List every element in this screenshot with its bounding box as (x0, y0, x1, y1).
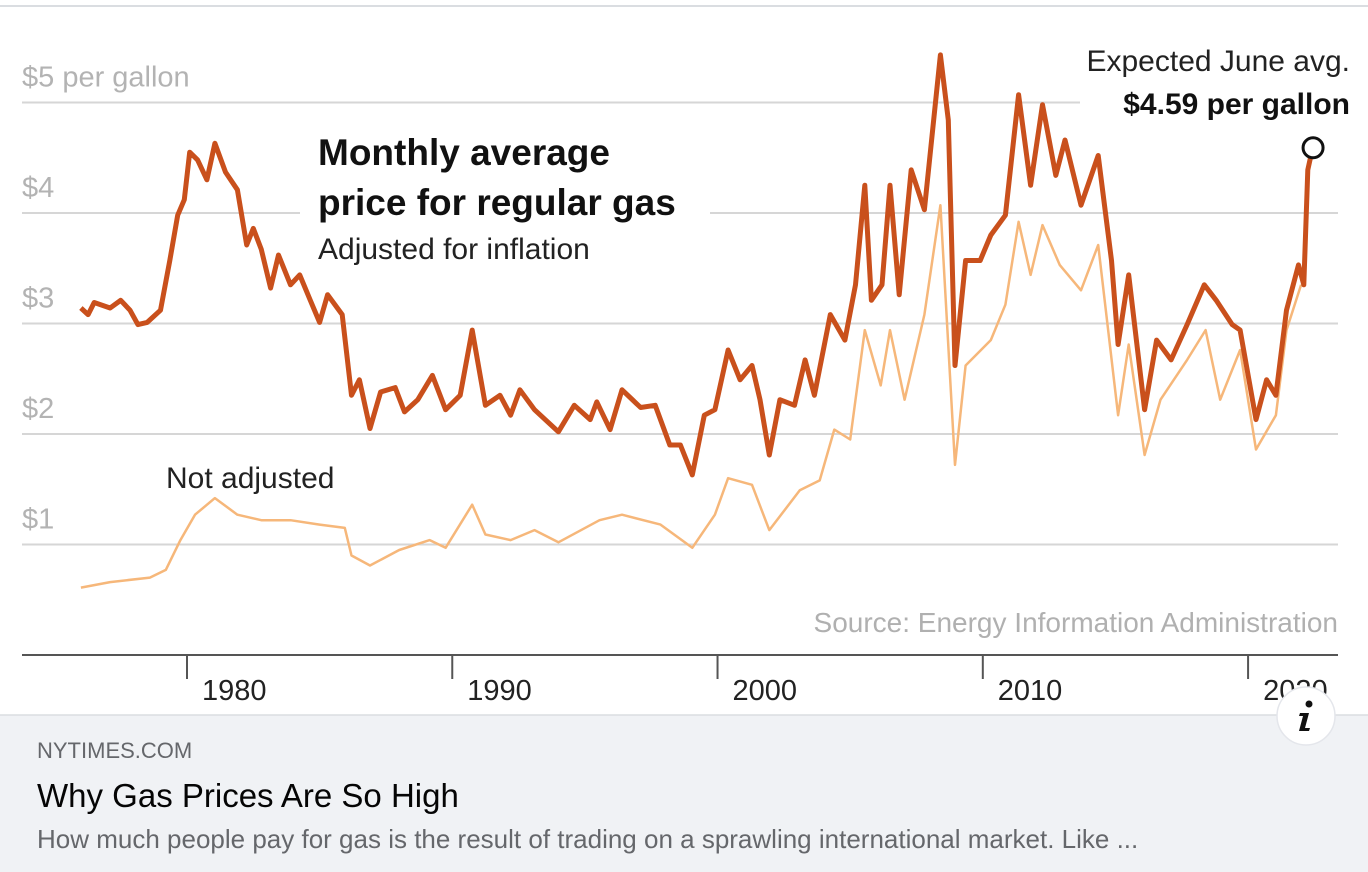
x-tick-label: 1980 (202, 675, 267, 707)
x-tick-label: 2000 (733, 675, 798, 707)
y-tick-label: $1 (22, 503, 54, 535)
chart-title: Monthly average (318, 132, 610, 173)
y-tick-label: $4 (22, 172, 54, 204)
x-tick-label: 1990 (467, 675, 532, 707)
series-line (80, 203, 1303, 589)
info-dot (1305, 700, 1313, 708)
info-button[interactable] (1276, 686, 1336, 746)
annotation-marker (1301, 136, 1325, 160)
series-label: Not adjusted (166, 462, 334, 495)
source: Source: Energy Information Administratio… (814, 607, 1338, 638)
series-line (79, 52, 1316, 478)
link-description: How much people pay for gas is the resul… (37, 824, 1138, 854)
link-title[interactable]: Why Gas Prices Are So High (37, 777, 459, 814)
x-tick-label: 2010 (998, 675, 1063, 707)
preview-footer[interactable] (0, 715, 1368, 872)
link-domain: NYTIMES.COM (37, 738, 192, 763)
annotation-text: Expected June avg. (1086, 45, 1350, 78)
plot (79, 52, 1325, 589)
y-tick-label: $5 per gallon (22, 61, 190, 93)
annotation-label: $4.59 per gallon (1123, 88, 1350, 121)
title-backdrop (300, 122, 710, 272)
info-glyph (1299, 713, 1310, 731)
y-tick-label: $2 (22, 393, 54, 425)
annotation-backdrop (1080, 80, 1360, 122)
series-label: Adjusted for inflation (318, 233, 590, 266)
y-tick-label: $3 (22, 282, 54, 314)
chart-title: price for regular gas (318, 182, 676, 223)
